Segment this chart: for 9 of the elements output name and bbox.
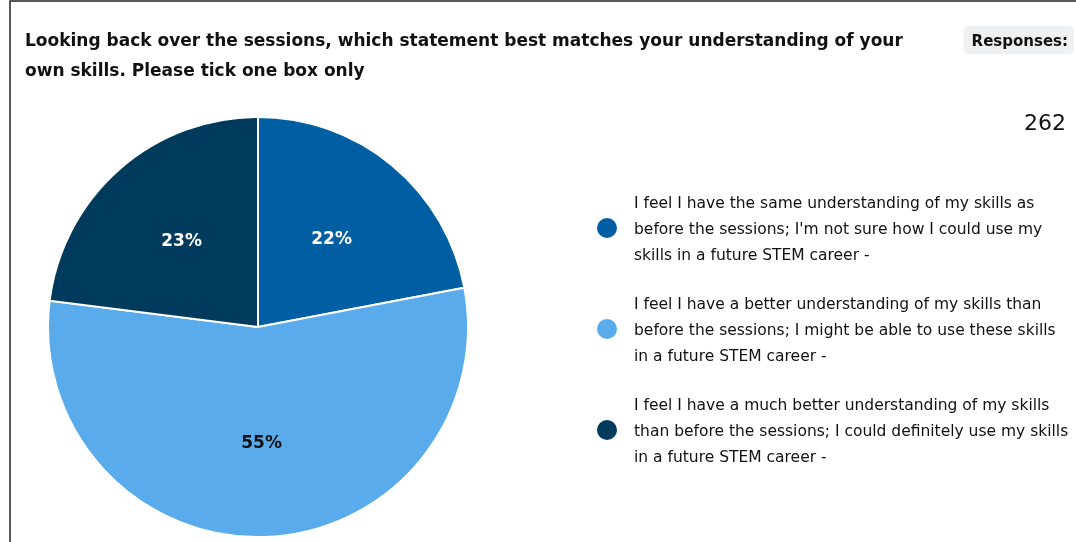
legend-label: I feel I have a much better understanding of my skills than before the sessions; I could definitely use my skills in a future STEM career - (634, 396, 1069, 466)
chart-title: Looking back over the sessions, which statement best matches your understanding of your own skills. Please tick one box only (25, 30, 904, 80)
text: Responses: (971, 32, 1068, 50)
data-label: 22% (311, 227, 352, 248)
data-label: 23% (161, 230, 202, 251)
legend-label: I feel I have the same understanding of my skills as before the sessions; I'm not sure how I could use my skills in a future STEM career - (634, 194, 1043, 264)
text: 262 (1024, 110, 1066, 135)
legend-label: I feel I have a better understanding of my skills than before the sessions; I might be able to use these skills in a future STEM career - (634, 295, 1056, 365)
data-label: 55% (241, 432, 282, 453)
